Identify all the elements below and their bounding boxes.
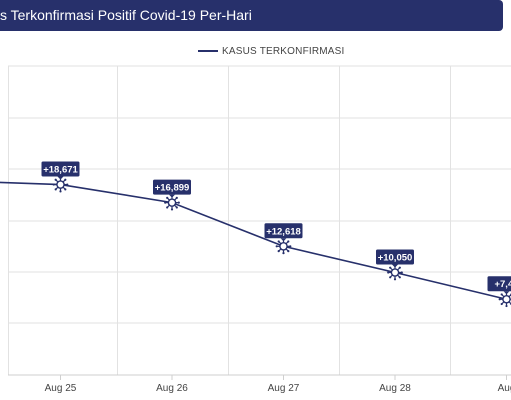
chart-title: s Terkonfirmasi Positif Covid-19 Per-Har… bbox=[0, 7, 252, 23]
virus-icon[interactable] bbox=[275, 238, 292, 255]
data-label: +10,050 bbox=[378, 252, 413, 263]
x-tick-label: Aug bbox=[498, 383, 511, 394]
data-label: +18,671 bbox=[43, 165, 78, 176]
data-label: +16,899 bbox=[155, 183, 190, 194]
data-label-pointer bbox=[392, 264, 398, 268]
data-label-box bbox=[264, 223, 303, 239]
data-label: +7,42 bbox=[494, 279, 511, 290]
data-label-box bbox=[487, 276, 511, 292]
data-label-box bbox=[376, 249, 414, 265]
data-label-pointer bbox=[280, 238, 287, 242]
x-tick-label: Aug 28 bbox=[379, 383, 411, 394]
data-label-box bbox=[41, 161, 80, 177]
data-label-pointer bbox=[503, 291, 510, 295]
virus-icon[interactable] bbox=[164, 194, 180, 211]
virus-icon[interactable] bbox=[387, 264, 403, 281]
data-label-pointer bbox=[169, 194, 175, 198]
chart-header: s Terkonfirmasi Positif Covid-19 Per-Har… bbox=[0, 0, 503, 31]
data-label-pointer bbox=[57, 176, 64, 180]
legend-label: KASUS TERKONFIRMASI bbox=[222, 45, 345, 57]
x-tick-label: Aug 25 bbox=[45, 383, 77, 394]
virus-icon[interactable] bbox=[498, 291, 511, 308]
x-tick-label: Aug 26 bbox=[156, 383, 188, 394]
legend-line-swatch bbox=[198, 50, 218, 52]
data-label-box bbox=[153, 179, 191, 195]
data-label: +12,618 bbox=[266, 226, 301, 237]
series-line bbox=[0, 181, 507, 301]
virus-icon[interactable] bbox=[52, 176, 69, 193]
x-tick-label: Aug 27 bbox=[268, 383, 300, 394]
legend[interactable]: KASUS TERKONFIRMASI bbox=[198, 43, 345, 59]
